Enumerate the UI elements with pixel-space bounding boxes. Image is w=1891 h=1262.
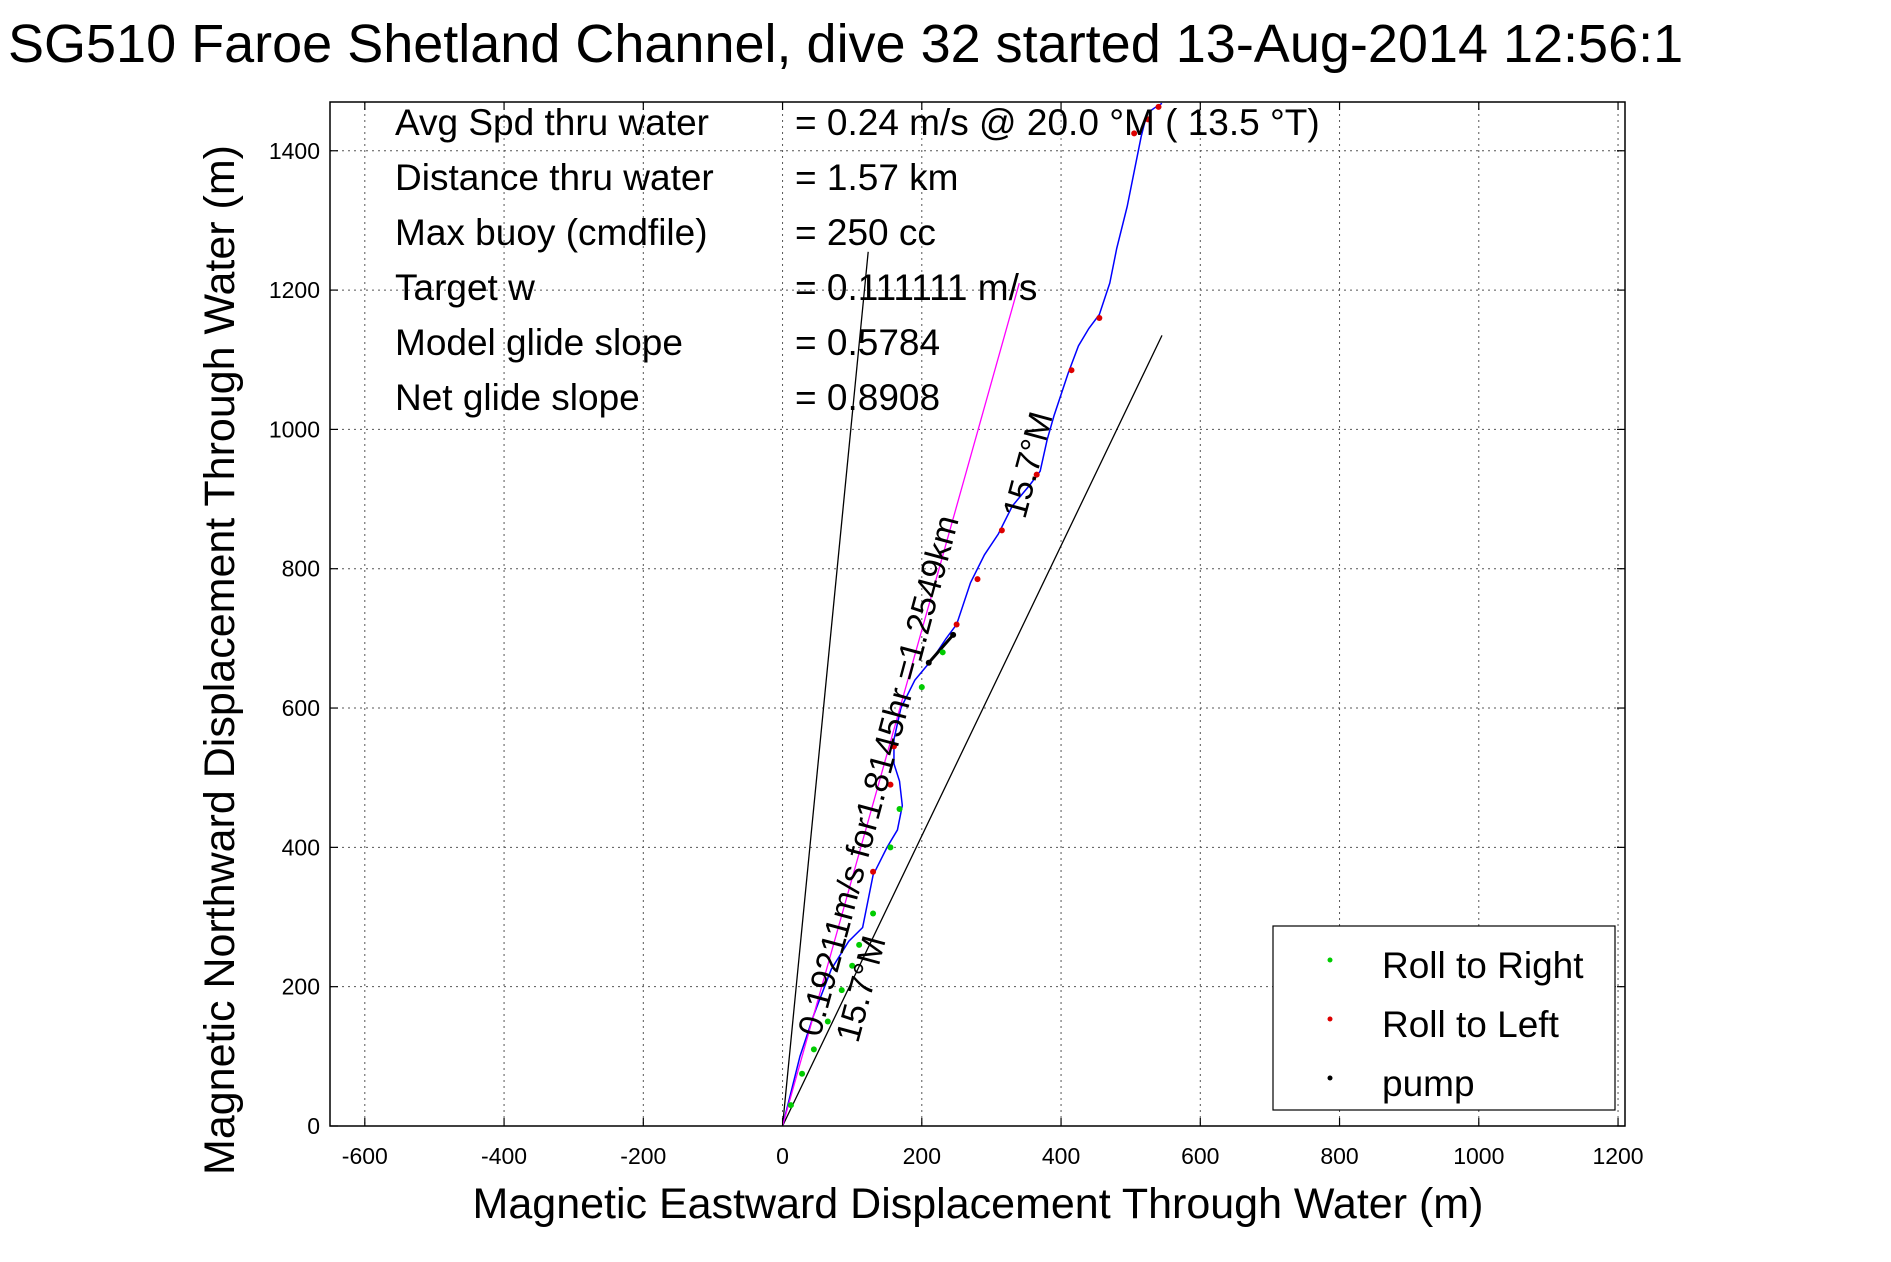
y-tick-label: 1000 xyxy=(269,416,320,442)
legend: Roll to Right Roll to Left pump xyxy=(1272,925,1616,1111)
legend-marker-pump xyxy=(1327,1075,1333,1081)
legend-label-roll-right: Roll to Right xyxy=(1382,945,1584,986)
x-tick-label: 800 xyxy=(1320,1143,1358,1169)
data-point-roll-to-right xyxy=(870,910,877,917)
data-point-roll-to-left xyxy=(1155,103,1162,110)
axis-ticks: -600 -400 -200 0 200 400 600 800 1000 1200 0 200 400… xyxy=(269,102,1644,1169)
data-point-roll-to-right xyxy=(787,1102,794,1109)
data-point-roll-to-left xyxy=(1131,130,1138,137)
legend-label-roll-left: Roll to Left xyxy=(1382,1004,1560,1045)
stats-value: = 0.24 m/s @ 20.0 °M ( 13.5 °T) xyxy=(795,102,1320,143)
y-tick-label: 0 xyxy=(307,1113,320,1139)
x-tick-label: 1000 xyxy=(1453,1143,1504,1169)
data-point-roll-to-right xyxy=(849,962,856,969)
reference-line-right-bound xyxy=(781,335,1163,1127)
stats-value: = 0.8908 xyxy=(795,377,940,418)
stats-label: Max buoy (cmdfile) xyxy=(395,212,708,253)
data-markers xyxy=(787,103,1162,1109)
data-point-roll-to-left xyxy=(887,781,894,788)
legend-label-pump: pump xyxy=(1382,1063,1475,1104)
x-tick-label: -600 xyxy=(342,1143,388,1169)
reference-lines xyxy=(781,251,1163,1127)
stats-value: = 0.5784 xyxy=(795,322,940,363)
y-tick-label: 400 xyxy=(282,834,320,860)
y-tick-label: 1400 xyxy=(269,138,320,164)
data-point-roll-to-left xyxy=(870,868,877,875)
stats-label: Avg Spd thru water xyxy=(395,102,709,143)
data-point-roll-to-right xyxy=(939,649,946,656)
y-tick-label: 600 xyxy=(282,695,320,721)
annotation-target-bearing: 15.7°M xyxy=(996,408,1061,522)
series-line-pump xyxy=(927,633,955,664)
series-line-target xyxy=(781,282,1020,1127)
data-point-roll-to-right xyxy=(896,806,903,813)
stats-value: = 250 cc xyxy=(795,212,936,253)
plot-area-frame xyxy=(329,101,1626,1127)
stats-block: Avg Spd thru water = 0.24 m/s @ 20.0 °M (… xyxy=(395,102,1320,418)
x-tick-label: 600 xyxy=(1181,1143,1219,1169)
data-point-roll-to-left xyxy=(890,743,897,750)
data-point-roll-to-right xyxy=(810,1046,817,1053)
data-point-roll-to-left xyxy=(974,576,981,583)
data-point-roll-to-right xyxy=(856,941,863,948)
data-point-roll-to-left xyxy=(1145,116,1152,123)
x-tick-label: 200 xyxy=(903,1143,941,1169)
x-tick-label: -200 xyxy=(620,1143,666,1169)
stats-label: Model glide slope xyxy=(395,322,683,363)
stats-label: Target w xyxy=(395,267,535,308)
reference-line-left-bound xyxy=(781,251,869,1127)
y-tick-label: 1200 xyxy=(269,277,320,303)
y-axis-label: Magnetic Northward Displacement Through … xyxy=(196,145,244,1175)
data-point-roll-to-left xyxy=(1096,314,1103,321)
x-tick-label: 0 xyxy=(776,1143,789,1169)
data-point-pump xyxy=(925,659,932,666)
data-point-roll-to-left xyxy=(1068,367,1075,374)
data-point-roll-to-right xyxy=(887,844,894,851)
stats-value: = 0.111111 m/s xyxy=(795,267,1037,308)
data-point-roll-to-left xyxy=(998,527,1005,534)
data-point-roll-to-right xyxy=(799,1070,806,1077)
chart-title: SG510 Faroe Shetland Channel, dive 32 st… xyxy=(8,14,1683,74)
x-axis-label: Magnetic Eastward Displacement Through W… xyxy=(473,1180,1484,1228)
legend-marker-roll-left xyxy=(1327,1016,1333,1022)
data-point-pump xyxy=(950,631,957,638)
data-point-roll-to-right xyxy=(838,987,845,994)
legend-marker-roll-right xyxy=(1327,957,1333,963)
stats-value: = 1.57 km xyxy=(795,157,959,198)
data-point-roll-to-left xyxy=(1033,471,1040,478)
data-series xyxy=(781,102,1163,1127)
x-tick-label: 400 xyxy=(1042,1143,1080,1169)
y-tick-label: 200 xyxy=(282,974,320,1000)
data-point-roll-to-right xyxy=(918,684,925,691)
data-point-roll-to-left xyxy=(953,621,960,628)
x-tick-label: -400 xyxy=(481,1143,527,1169)
stats-label: Net glide slope xyxy=(395,377,640,418)
data-point-roll-to-right xyxy=(824,1018,831,1025)
x-tick-label: 1200 xyxy=(1592,1143,1643,1169)
stats-label: Distance thru water xyxy=(395,157,714,198)
series-line-track xyxy=(781,102,1163,1127)
y-tick-label: 800 xyxy=(282,556,320,582)
